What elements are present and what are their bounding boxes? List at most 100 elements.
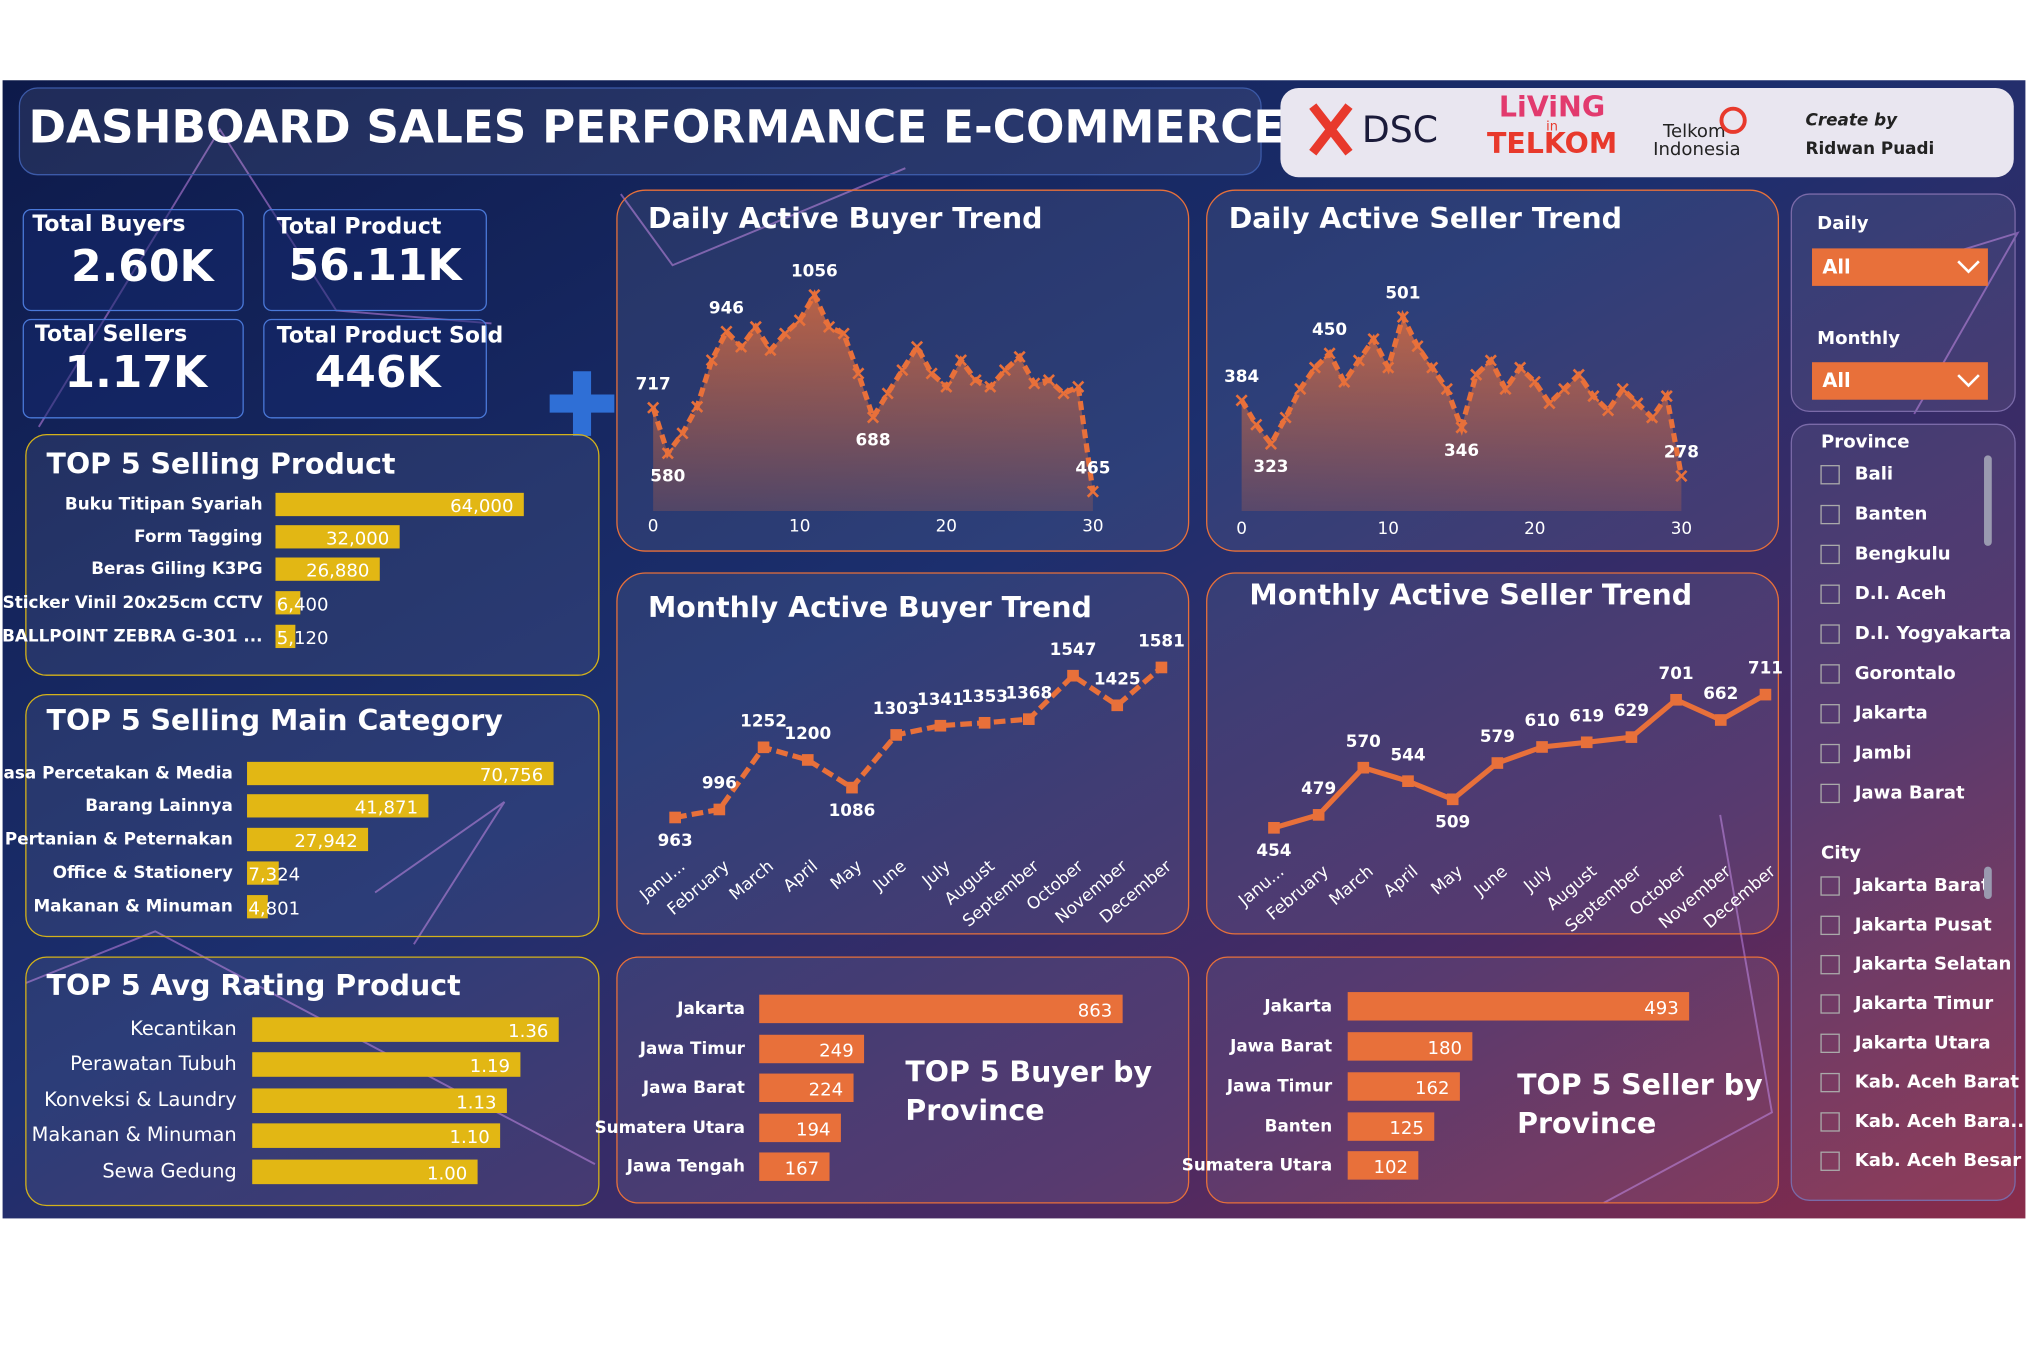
checkbox[interactable] <box>1820 624 1840 644</box>
checkbox[interactable] <box>1820 504 1840 525</box>
checkbox[interactable] <box>1820 915 1840 936</box>
point-marker <box>1279 411 1292 424</box>
chart-title: TOP 5 Buyer by Province <box>905 1057 1152 1128</box>
point-marker <box>764 344 777 357</box>
data-label: 1.36 <box>508 1021 548 1042</box>
checkbox[interactable] <box>1820 876 1840 896</box>
checkbox[interactable] <box>1820 1112 1840 1132</box>
data-label: 544 <box>1390 744 1425 764</box>
data-label: 610 <box>1525 710 1560 730</box>
filter-option: Bengkulu <box>1855 543 1951 564</box>
checkbox[interactable] <box>1820 1033 1840 1053</box>
data-label: 224 <box>809 1079 844 1100</box>
x-tick-label: 0 <box>648 515 659 535</box>
point-marker <box>1072 380 1085 393</box>
point-marker <box>1714 714 1727 726</box>
checkbox[interactable] <box>1820 465 1840 485</box>
y-tick-label: BALLPOINT ZEBRA G-301 ... <box>2 625 262 645</box>
point-marker <box>910 340 924 353</box>
filter-option: Banten <box>1855 504 1928 525</box>
checkbox[interactable] <box>1820 704 1840 724</box>
line <box>1273 692 1767 831</box>
data-label: 1086 <box>829 800 876 820</box>
data-label: 465 <box>1075 457 1110 477</box>
point-marker <box>1111 699 1124 712</box>
kpi-label: Total Product Sold <box>277 323 503 348</box>
checkbox[interactable] <box>1820 664 1840 684</box>
checkbox[interactable] <box>1820 954 1840 975</box>
point-marker <box>778 327 792 340</box>
bar <box>1347 1151 1419 1180</box>
logo-text: Telkom <box>1662 121 1726 142</box>
y-tick-label: Jawa Timur <box>639 1038 746 1058</box>
filter-label: Province <box>1821 431 1909 452</box>
filter-option: Jakarta Barat <box>1853 875 1990 896</box>
data-label: 384 <box>1224 366 1259 386</box>
bar <box>759 1073 854 1103</box>
data-label: 180 <box>1427 1038 1462 1059</box>
checkbox[interactable] <box>1820 783 1840 804</box>
point-marker <box>669 811 681 824</box>
point-marker <box>1426 361 1439 374</box>
kpi-value: 2.60K <box>71 241 215 292</box>
checkbox[interactable] <box>1820 743 1840 764</box>
point-marker <box>713 803 726 816</box>
data-label: 509 <box>1435 812 1470 832</box>
y-tick-label: Form Tagging <box>134 526 262 546</box>
data-label: 7,324 <box>248 865 300 886</box>
bar <box>275 624 296 649</box>
panel <box>616 572 1190 935</box>
data-label: 323 <box>1253 456 1288 476</box>
kpi-value: 446K <box>315 347 443 398</box>
point-marker <box>1572 368 1585 381</box>
point-marker <box>1499 382 1512 396</box>
data-label: 711 <box>1748 658 1783 678</box>
x-tick-label: 30 <box>1082 515 1103 535</box>
point-marker <box>1294 382 1307 396</box>
line <box>674 665 1164 821</box>
point-marker <box>837 327 850 340</box>
logo-box <box>1280 88 2014 178</box>
filter-option: Jawa Barat <box>1853 782 1965 803</box>
point-marker <box>1086 485 1099 498</box>
data-label: 1.10 <box>449 1127 489 1148</box>
dropdown[interactable] <box>1812 362 1988 400</box>
checkbox[interactable] <box>1820 994 1840 1014</box>
bar <box>1347 1032 1473 1061</box>
bar <box>1347 992 1690 1021</box>
dropdown-value: All <box>1822 255 1850 278</box>
bar <box>247 861 279 885</box>
point-marker <box>808 288 821 302</box>
filter-option: Kab. Aceh Besar <box>1855 1150 2022 1171</box>
point-marker <box>969 374 982 387</box>
checkbox[interactable] <box>1820 1151 1840 1171</box>
y-tick-label: Jawa Barat <box>642 1077 745 1097</box>
dropdown[interactable] <box>1812 248 1988 286</box>
point-marker <box>1601 404 1615 417</box>
data-label: 1547 <box>1050 639 1097 659</box>
bar <box>247 761 554 786</box>
checkbox[interactable] <box>1820 584 1840 604</box>
bar <box>759 1152 830 1181</box>
point-marker <box>801 754 814 766</box>
point-marker <box>1057 387 1070 400</box>
y-tick-label: Makanan & Minuman <box>32 1123 237 1146</box>
x-tick-label: 20 <box>1524 518 1545 538</box>
kpi-card <box>22 208 244 312</box>
point-marker <box>1455 421 1468 434</box>
bar <box>252 1159 478 1185</box>
bar <box>252 1017 559 1042</box>
point-marker <box>1660 390 1673 403</box>
data-label: 1368 <box>1005 682 1052 702</box>
logo-text: LiViNG <box>1499 91 1605 124</box>
chart-title: TOP 5 Seller by Province <box>1517 1070 1763 1141</box>
point-marker <box>1268 822 1280 834</box>
area <box>1241 316 1682 511</box>
point-marker <box>1514 361 1527 374</box>
bar <box>247 827 369 852</box>
chart-title: Daily Active Seller Trend <box>1229 202 1622 235</box>
checkbox[interactable] <box>1820 544 1840 565</box>
checkbox[interactable] <box>1820 1072 1840 1093</box>
point-marker <box>1067 669 1079 682</box>
kpi-label: Total Sellers <box>35 322 187 347</box>
